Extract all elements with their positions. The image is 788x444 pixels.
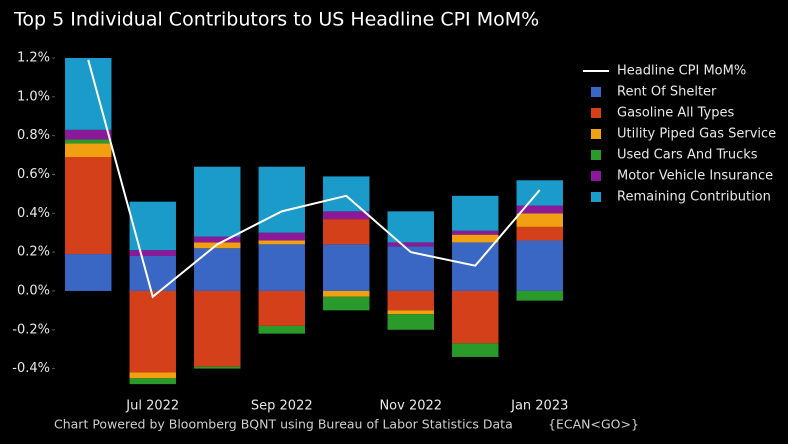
bar-segment [452, 343, 499, 357]
bar-segment [387, 242, 434, 247]
bar-segment [323, 244, 370, 291]
bar-segment [194, 166, 241, 237]
bar-segment [65, 139, 112, 144]
y-tick-label: 0.8% [17, 128, 50, 143]
bar-segment [516, 205, 563, 214]
x-tick-label: Jan 2023 [510, 399, 568, 414]
y-tick-label: 0.0% [17, 283, 50, 298]
legend-label: Headline CPI MoM% [617, 64, 746, 79]
legend-swatch [591, 129, 601, 139]
bar-segment [129, 250, 176, 257]
bar-segment [65, 129, 112, 140]
bar-segment [323, 296, 370, 311]
y-tick-label: 1.2% [17, 51, 50, 66]
y-tick-label: 1.0% [17, 89, 50, 104]
y-tick-label: -0.2% [12, 322, 50, 337]
bar-segment [194, 366, 241, 369]
bar-segment [129, 372, 176, 379]
bar-segment [65, 143, 112, 158]
legend-swatch [591, 150, 601, 160]
bar-segment [65, 157, 112, 255]
bar-segment [516, 240, 563, 291]
legend-label: Remaining Contribution [617, 190, 771, 205]
bar-segment [516, 226, 563, 241]
bar-segment [258, 240, 305, 245]
x-tick-label: Sep 2022 [251, 399, 313, 414]
y-tick-label: -0.4% [12, 361, 50, 376]
line [87, 59, 541, 299]
bar-segment [452, 234, 499, 243]
footer-code: {ECAN<GO>} [548, 417, 639, 432]
bar-segment [258, 166, 305, 233]
bar-segment [516, 213, 563, 227]
legend-swatch [591, 192, 601, 202]
x-tick-label: Nov 2022 [379, 399, 442, 414]
y-tick-label: 0.2% [17, 245, 50, 260]
legend-swatch [591, 171, 601, 181]
legend-label: Gasoline All Types [617, 106, 734, 121]
bar-segment [65, 254, 112, 291]
bar-segment [452, 290, 499, 344]
bar-segment [516, 180, 563, 206]
legend-label: Utility Piped Gas Service [617, 127, 776, 142]
bar-segment [258, 232, 305, 241]
y-tick-label: 0.6% [17, 167, 50, 182]
bar-segment [129, 378, 176, 385]
legend-swatch [591, 108, 601, 118]
bar-segment [387, 310, 434, 315]
x-tick-label: Jul 2022 [125, 399, 179, 414]
bar-segment [129, 256, 176, 291]
legend-swatch [591, 87, 601, 97]
bar-segment [194, 290, 241, 367]
bar-segment [516, 290, 563, 301]
bar-segment [387, 314, 434, 330]
bar-segment [452, 195, 499, 231]
bar-segment [323, 290, 370, 297]
bar-segment [258, 244, 305, 291]
legend-label: Used Cars And Trucks [617, 148, 758, 163]
bar-segment [129, 201, 176, 251]
bar-segment [323, 211, 370, 220]
bar-segment [387, 290, 434, 311]
bar-segment [323, 219, 370, 245]
bar-segment [387, 211, 434, 243]
legend-label: Rent Of Shelter [617, 85, 717, 100]
bar-segment [323, 176, 370, 212]
footer: Chart Powered by Bloomberg BQNT using Bu… [54, 417, 513, 432]
bar-segment [452, 230, 499, 235]
bar-segment [258, 290, 305, 326]
bar-segment [129, 290, 176, 373]
bar-segment [194, 236, 241, 243]
bar-segment [258, 325, 305, 334]
bar-segment [387, 246, 434, 291]
y-tick-label: 0.4% [17, 206, 50, 221]
bar-segment [194, 248, 241, 291]
chart-title: Top 5 Individual Contributors to US Head… [13, 9, 539, 31]
legend-label: Motor Vehicle Insurance [617, 169, 773, 184]
